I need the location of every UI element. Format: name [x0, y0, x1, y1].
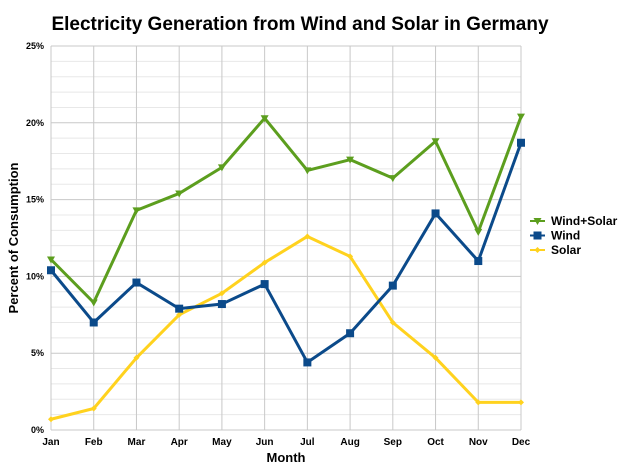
series-solar — [48, 233, 524, 423]
marker-square — [47, 266, 55, 275]
x-tick-label: Jun — [256, 437, 274, 448]
y-tick-label: 15% — [26, 195, 44, 205]
x-tick-label: Jan — [42, 437, 59, 448]
marker-diamond — [432, 354, 439, 361]
marker-diamond — [304, 233, 311, 240]
marker-diamond — [534, 247, 541, 253]
marker-diamond — [261, 259, 268, 266]
marker-diamond — [48, 416, 54, 423]
legend-label: Wind+Solar — [551, 214, 618, 228]
marker-square — [175, 304, 184, 313]
marker-triangle — [517, 113, 525, 121]
series-line — [49, 142, 523, 364]
x-tick-label: Mar — [128, 437, 146, 448]
marker-triangle — [132, 207, 141, 215]
marker-triangle — [388, 175, 397, 183]
series-wind-solar — [47, 113, 525, 307]
marker-square — [217, 300, 226, 309]
marker-diamond — [389, 319, 396, 326]
y-axis: 0% 5% 10% 15% 20% 25% — [26, 41, 44, 435]
marker-diamond — [90, 405, 97, 412]
x-tick-label: May — [212, 437, 232, 448]
series-wind — [47, 138, 525, 367]
series-line — [50, 234, 521, 421]
x-tick-label: Nov — [469, 437, 488, 448]
marker-diamond — [218, 290, 225, 297]
chart-title: Electricity Generation from Wind and Sol… — [51, 14, 549, 35]
marker-triangle — [47, 256, 55, 264]
marker-triangle — [346, 156, 355, 164]
x-tick-label: Feb — [85, 437, 103, 448]
legend-label: Solar — [551, 243, 581, 257]
x-tick-label: Dec — [512, 437, 531, 448]
marker-diamond — [475, 399, 482, 406]
marker-square — [533, 231, 542, 240]
y-tick-label: 0% — [31, 425, 44, 435]
marker-square — [89, 318, 98, 327]
x-axis-label: Month — [267, 450, 306, 465]
marker-square — [474, 257, 483, 266]
marker-square — [431, 209, 440, 218]
y-tick-label: 20% — [26, 118, 44, 128]
marker-triangle — [175, 190, 184, 198]
marker-square — [517, 138, 525, 147]
marker-triangle — [533, 218, 542, 225]
x-tick-label: Jul — [300, 437, 315, 448]
legend-label: Wind — [551, 229, 580, 243]
x-tick-label: Oct — [427, 437, 444, 448]
marker-square — [132, 278, 141, 287]
x-tick-label: Aug — [340, 437, 359, 448]
y-axis-label: Percent of Consumption — [6, 162, 21, 313]
y-tick-label: 25% — [26, 41, 44, 51]
x-axis: Jan Feb Mar Apr May Jun Jul Aug Sep Oct Nov Dec — [42, 437, 530, 448]
series-line — [49, 116, 523, 305]
marker-diamond — [347, 253, 354, 260]
marker-square — [388, 281, 397, 290]
marker-square — [346, 329, 355, 338]
marker-square — [303, 358, 312, 367]
y-tick-label: 5% — [31, 348, 44, 358]
grid — [50, 45, 522, 431]
marker-triangle — [431, 138, 440, 146]
series-group — [47, 113, 525, 423]
marker-square — [260, 280, 269, 289]
marker-diamond — [518, 399, 524, 406]
marker-triangle — [89, 299, 98, 307]
marker-triangle — [217, 164, 226, 172]
marker-triangle — [260, 115, 269, 123]
marker-diamond — [133, 354, 140, 361]
y-tick-label: 10% — [26, 271, 44, 281]
marker-triangle — [303, 167, 312, 175]
marker-diamond — [176, 311, 183, 318]
x-tick-label: Sep — [384, 437, 402, 448]
x-tick-label: Apr — [171, 437, 188, 448]
marker-triangle — [474, 228, 483, 236]
